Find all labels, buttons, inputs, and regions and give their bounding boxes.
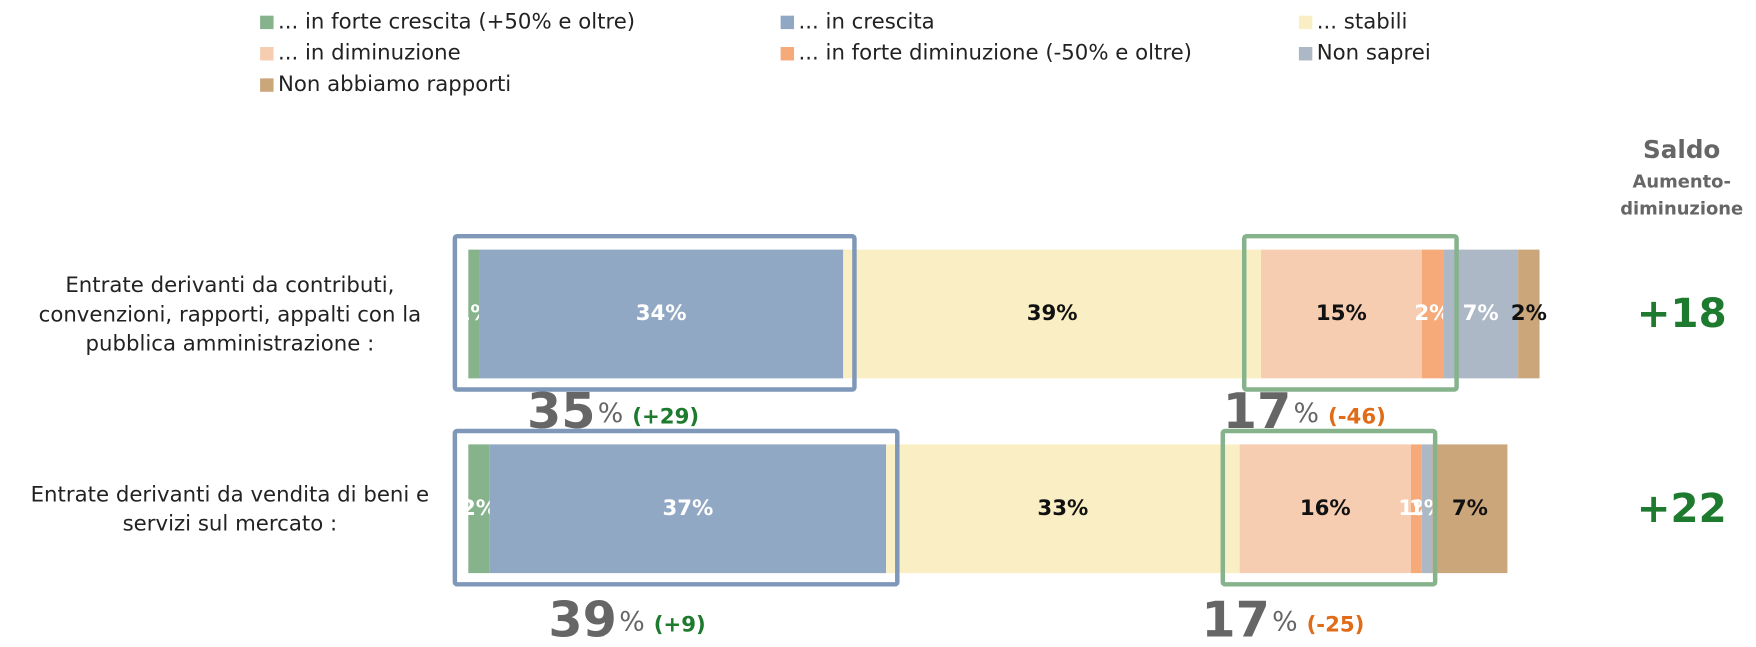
legend-swatch bbox=[260, 78, 274, 92]
legend-label: ... in forte crescita (+50% e oltre) bbox=[278, 9, 635, 34]
value-label: 2% bbox=[1511, 301, 1547, 326]
group-total-unit: % bbox=[598, 398, 624, 429]
saldo-value: +18 bbox=[1637, 290, 1727, 337]
category-label-box: Entrate derivanti da vendita di beni e s… bbox=[30, 481, 430, 536]
bar-segment bbox=[1518, 249, 1540, 379]
legend-label: ... in diminuzione bbox=[278, 41, 461, 66]
bar-segment bbox=[1421, 249, 1444, 379]
legend-label: Non abbiamo rapporti bbox=[278, 72, 511, 97]
bar-segment bbox=[1411, 444, 1422, 574]
legend-swatch bbox=[1298, 15, 1313, 30]
category-label: Entrate derivanti da contributi, convenz… bbox=[38, 272, 422, 356]
value-label: 7% bbox=[1463, 301, 1499, 326]
bar-segment bbox=[489, 444, 887, 574]
group-box bbox=[1220, 428, 1438, 587]
legend-label: ... in crescita bbox=[799, 9, 935, 34]
group-total-unit: % bbox=[1294, 398, 1320, 429]
group-box bbox=[452, 428, 900, 587]
group-total-unit: % bbox=[619, 606, 645, 637]
saldo-subtitle: Aumento- bbox=[1632, 171, 1730, 192]
legend-swatch bbox=[260, 47, 274, 61]
saldo-title: Saldo bbox=[1643, 135, 1720, 164]
legend-swatch bbox=[780, 15, 795, 30]
group-total: 39% bbox=[548, 590, 644, 647]
group-total-unit: % bbox=[1272, 606, 1298, 637]
value-label: 33% bbox=[1037, 496, 1088, 521]
value-label: 16% bbox=[1300, 496, 1351, 521]
group-delta: (-46) bbox=[1328, 405, 1386, 430]
legend-label: Non saprei bbox=[1317, 41, 1431, 66]
legend-swatch bbox=[260, 15, 274, 30]
group-delta: (-25) bbox=[1307, 613, 1365, 638]
bar-segment bbox=[479, 249, 844, 379]
bar-segment bbox=[1432, 444, 1508, 574]
bar-segment bbox=[1421, 444, 1433, 574]
value-label: 7% bbox=[1452, 496, 1488, 521]
saldo-subtitle: diminuzione bbox=[1620, 198, 1743, 219]
category-label: Entrate derivanti da vendita di beni e s… bbox=[30, 481, 430, 536]
value-label: 34% bbox=[636, 301, 687, 326]
legend-label: ... in forte diminuzione (-50% e oltre) bbox=[799, 41, 1192, 66]
group-delta: (+9) bbox=[654, 613, 706, 638]
value-label: 39% bbox=[1027, 301, 1078, 326]
group-delta: (+29) bbox=[632, 405, 699, 430]
bar-segment bbox=[1239, 444, 1412, 574]
group-total-number: 39 bbox=[548, 590, 617, 647]
group-total-number: 17 bbox=[1201, 590, 1270, 647]
legend-swatch bbox=[1298, 47, 1313, 61]
category-label-box: Entrate derivanti da contributi, convenz… bbox=[38, 272, 422, 356]
legend-label: ... stabili bbox=[1317, 9, 1408, 34]
value-label: 37% bbox=[662, 496, 713, 521]
group-box bbox=[1241, 233, 1459, 392]
bar-segment bbox=[468, 444, 490, 574]
bar-segment bbox=[468, 249, 480, 379]
saldo-value: +22 bbox=[1637, 485, 1727, 532]
bar-segment bbox=[843, 249, 1262, 379]
group-total: 17% bbox=[1201, 590, 1297, 647]
bar-segment bbox=[886, 444, 1240, 574]
legend-swatch bbox=[780, 47, 795, 61]
group-box bbox=[452, 233, 857, 392]
value-label: 15% bbox=[1316, 301, 1367, 326]
bar-segment bbox=[1261, 249, 1422, 379]
